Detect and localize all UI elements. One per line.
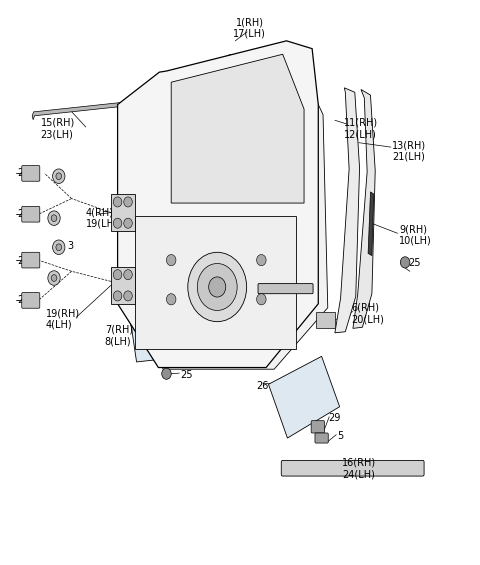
Circle shape bbox=[113, 291, 122, 301]
Circle shape bbox=[400, 257, 410, 268]
Text: 11(RH)
12(LH): 11(RH) 12(LH) bbox=[344, 118, 379, 140]
Text: 25: 25 bbox=[180, 370, 193, 380]
Text: 16(RH)
24(LH): 16(RH) 24(LH) bbox=[342, 458, 376, 479]
Text: 2: 2 bbox=[17, 295, 23, 306]
FancyBboxPatch shape bbox=[315, 433, 328, 443]
Text: 3: 3 bbox=[53, 213, 59, 223]
Text: 29: 29 bbox=[328, 413, 340, 423]
Text: 2: 2 bbox=[17, 209, 23, 219]
Text: 7(RH)
8(LH): 7(RH) 8(LH) bbox=[105, 325, 133, 346]
Text: 1(RH)
17(LH): 1(RH) 17(LH) bbox=[233, 17, 266, 39]
Polygon shape bbox=[130, 317, 157, 362]
Text: 4(RH)
19(LH): 4(RH) 19(LH) bbox=[86, 207, 119, 229]
Circle shape bbox=[113, 218, 122, 228]
Polygon shape bbox=[171, 54, 304, 203]
Circle shape bbox=[197, 263, 237, 311]
FancyBboxPatch shape bbox=[22, 166, 40, 181]
Circle shape bbox=[124, 291, 132, 301]
Circle shape bbox=[167, 294, 176, 305]
Polygon shape bbox=[111, 194, 135, 231]
Polygon shape bbox=[316, 311, 335, 328]
Text: 6(RH)
20(LH): 6(RH) 20(LH) bbox=[351, 302, 384, 324]
Text: 5: 5 bbox=[337, 431, 344, 441]
Polygon shape bbox=[111, 267, 135, 304]
FancyBboxPatch shape bbox=[22, 253, 40, 268]
FancyBboxPatch shape bbox=[22, 206, 40, 222]
Text: 9(RH)
10(LH): 9(RH) 10(LH) bbox=[399, 224, 432, 246]
Text: 18: 18 bbox=[180, 347, 193, 358]
Circle shape bbox=[48, 211, 60, 225]
Text: 2: 2 bbox=[17, 168, 23, 179]
Circle shape bbox=[56, 244, 61, 251]
Text: 3: 3 bbox=[53, 273, 59, 283]
Circle shape bbox=[188, 253, 247, 321]
Text: 14(RH)
22(LH): 14(RH) 22(LH) bbox=[257, 129, 291, 151]
Circle shape bbox=[51, 275, 57, 281]
Circle shape bbox=[124, 197, 132, 207]
Text: 3: 3 bbox=[53, 171, 59, 181]
Circle shape bbox=[257, 254, 266, 266]
Circle shape bbox=[167, 254, 176, 266]
Circle shape bbox=[51, 215, 57, 221]
Text: 3: 3 bbox=[67, 241, 73, 251]
Circle shape bbox=[160, 347, 170, 358]
Text: 19(RH)
4(LH): 19(RH) 4(LH) bbox=[46, 308, 80, 329]
Text: 2: 2 bbox=[17, 257, 23, 266]
Polygon shape bbox=[135, 216, 296, 349]
Circle shape bbox=[53, 169, 65, 184]
Polygon shape bbox=[368, 192, 374, 255]
Circle shape bbox=[124, 218, 132, 228]
Text: 15(RH)
23(LH): 15(RH) 23(LH) bbox=[41, 118, 75, 140]
Polygon shape bbox=[133, 59, 328, 369]
FancyBboxPatch shape bbox=[281, 460, 424, 476]
Polygon shape bbox=[268, 357, 340, 438]
Circle shape bbox=[53, 240, 65, 254]
Circle shape bbox=[257, 294, 266, 305]
Polygon shape bbox=[118, 41, 318, 368]
Circle shape bbox=[113, 197, 122, 207]
Polygon shape bbox=[335, 88, 360, 333]
Text: 13(RH)
21(LH): 13(RH) 21(LH) bbox=[392, 140, 426, 162]
Polygon shape bbox=[192, 71, 310, 201]
Circle shape bbox=[113, 270, 122, 280]
FancyBboxPatch shape bbox=[22, 293, 40, 308]
Text: 27(RH)
28(LH): 27(RH) 28(LH) bbox=[202, 67, 236, 89]
Circle shape bbox=[209, 277, 226, 297]
Circle shape bbox=[162, 368, 171, 379]
FancyBboxPatch shape bbox=[311, 421, 324, 433]
Circle shape bbox=[124, 270, 132, 280]
Circle shape bbox=[48, 271, 60, 285]
Polygon shape bbox=[353, 89, 375, 328]
FancyBboxPatch shape bbox=[258, 284, 313, 294]
Circle shape bbox=[56, 173, 61, 180]
Text: 30: 30 bbox=[285, 283, 297, 293]
Polygon shape bbox=[32, 99, 155, 120]
Text: 25: 25 bbox=[408, 258, 421, 268]
Text: 26: 26 bbox=[257, 381, 269, 391]
Polygon shape bbox=[184, 54, 230, 75]
